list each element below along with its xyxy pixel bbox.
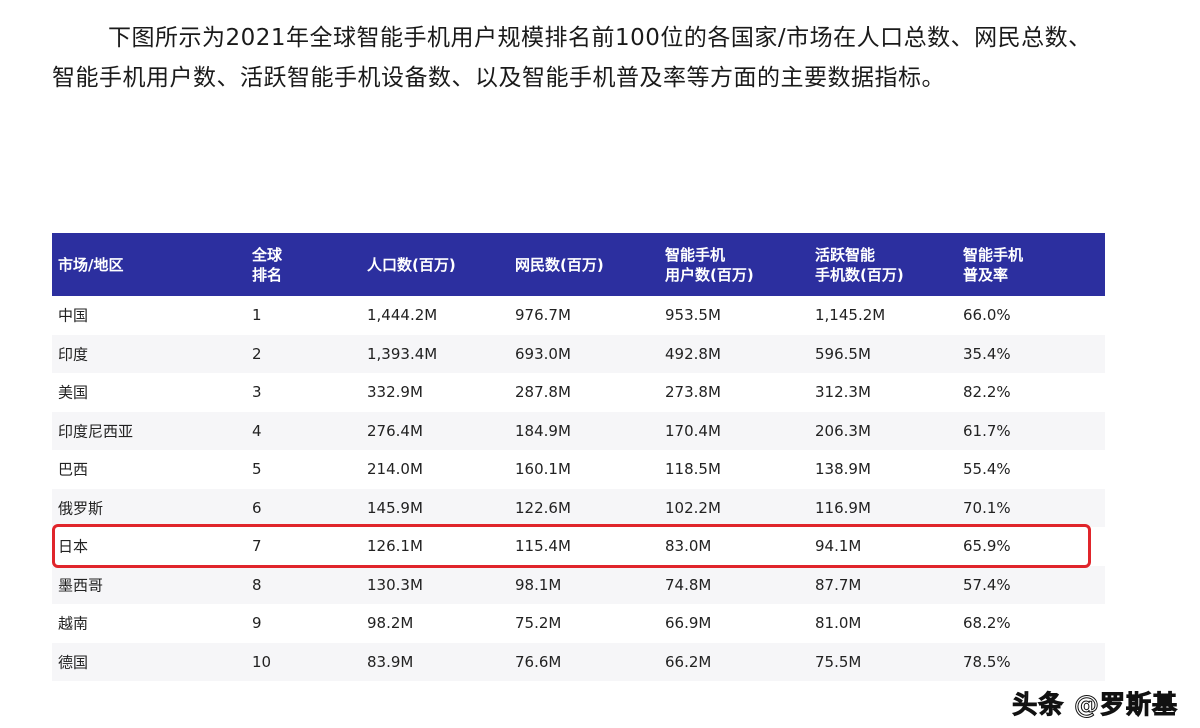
table-cell: 953.5M (665, 306, 721, 325)
table-cell: 2 (252, 344, 262, 363)
table-header: 市场/地区 全球 排名 人口数(百万) 网民数(百万) 智能手机 用户数(百万) 活跃智能… (52, 233, 1105, 296)
highlight-box-japan (52, 524, 1091, 568)
table-cell: 7 (252, 537, 262, 556)
table-cell: 312.3M (815, 383, 871, 402)
table-cell: 5 (252, 460, 262, 479)
table-row: 印度尼西亚 4 276.4M 184.9M 170.4M 206.3M 61.7% (52, 411, 1105, 450)
table-cell: 492.8M (665, 344, 721, 363)
column-header: 市场/地区 (58, 256, 124, 274)
table-row: 越南 9 98.2M 75.2M 66.9M 81.0M 68.2% (52, 604, 1105, 643)
table-cell: 273.8M (665, 383, 721, 402)
table-cell: 130.3M (367, 575, 423, 594)
table-cell: 138.9M (815, 460, 871, 479)
watermark: 头条 @罗斯基 (1012, 690, 1178, 720)
table-cell: 9 (252, 614, 262, 633)
table-body: 中国 1 1,444.2M 976.7M 953.5M 1,145.2M 66.0% 印度 2 1… (52, 296, 1105, 681)
table-cell: 68.2% (963, 614, 1011, 633)
table-row: 墨西哥 8 130.3M 98.1M 74.8M 87.7M 57.4% (52, 565, 1105, 604)
smartphone-users-table: 市场/地区 全球 排名 人口数(百万) 网民数(百万) 智能手机 用户数(百万) 活跃智能… (52, 233, 1105, 681)
table-cell: 115.4M (515, 537, 571, 556)
table-cell: 66.9M (665, 614, 712, 633)
table-cell: 693.0M (515, 344, 571, 363)
column-header: 活跃智能 手机数(百万) (815, 246, 904, 284)
table-row: 印度 2 1,393.4M 693.0M 492.8M 596.5M 35.4% (52, 334, 1105, 373)
table-cell: 55.4% (963, 460, 1011, 479)
table-cell: 65.9% (963, 537, 1011, 556)
table-cell: 70.1% (963, 498, 1011, 517)
table-cell: 102.2M (665, 498, 721, 517)
column-header: 智能手机 用户数(百万) (665, 246, 754, 284)
table-cell: 10 (252, 652, 272, 671)
table-cell: 98.2M (367, 614, 414, 633)
table-cell: 126.1M (367, 537, 423, 556)
table-cell: 美国 (58, 383, 89, 402)
table-cell: 976.7M (515, 306, 571, 325)
column-header: 人口数(百万) (367, 256, 456, 274)
table-cell: 35.4% (963, 344, 1011, 363)
column-header: 网民数(百万) (515, 256, 604, 274)
table-cell: 61.7% (963, 421, 1011, 440)
table-cell: 巴西 (58, 460, 89, 479)
table-cell: 66.0% (963, 306, 1011, 325)
table-cell: 82.2% (963, 383, 1011, 402)
table-cell: 98.1M (515, 575, 562, 594)
table-cell: 122.6M (515, 498, 571, 517)
table-cell: 214.0M (367, 460, 423, 479)
table-cell: 94.1M (815, 537, 862, 556)
table-cell: 145.9M (367, 498, 423, 517)
table-cell: 276.4M (367, 421, 423, 440)
table-cell: 墨西哥 (58, 576, 104, 595)
intro-paragraph: 下图所示为2021年全球智能手机用户规模排名前100位的各国家/市场在人口总数、… (52, 25, 1092, 91)
table-cell: 越南 (58, 614, 89, 633)
table-cell: 印度尼西亚 (58, 422, 134, 441)
table-cell: 116.9M (815, 498, 871, 517)
table-cell: 170.4M (665, 421, 721, 440)
column-header: 全球 排名 (252, 246, 283, 284)
table-row: 德国 10 83.9M 76.6M 66.2M 75.5M 78.5% (52, 642, 1105, 681)
table-cell: 206.3M (815, 421, 871, 440)
table-cell: 83.0M (665, 537, 712, 556)
table-cell: 1,145.2M (815, 306, 886, 325)
table-cell: 日本 (58, 537, 89, 556)
table-cell: 184.9M (515, 421, 571, 440)
table-row: 俄罗斯 6 145.9M 122.6M 102.2M 116.9M 70.1% (52, 488, 1105, 527)
table-cell: 德国 (58, 653, 89, 672)
table-cell: 印度 (58, 345, 89, 364)
table-row: 美国 3 332.9M 287.8M 273.8M 312.3M 82.2% (52, 373, 1105, 412)
table-cell: 76.6M (515, 652, 562, 671)
table-row: 日本 7 126.1M 115.4M 83.0M 94.1M 65.9% (52, 527, 1105, 566)
table-cell: 4 (252, 421, 262, 440)
table-cell: 287.8M (515, 383, 571, 402)
table-cell: 75.2M (515, 614, 562, 633)
table-cell: 160.1M (515, 460, 571, 479)
table-cell: 3 (252, 383, 262, 402)
table-cell: 66.2M (665, 652, 712, 671)
table-cell: 118.5M (665, 460, 721, 479)
table-cell: 1 (252, 306, 262, 325)
table-cell: 中国 (58, 306, 89, 325)
table-cell: 1,444.2M (367, 306, 438, 325)
table-cell: 8 (252, 575, 262, 594)
table-cell: 74.8M (665, 575, 712, 594)
table-cell: 332.9M (367, 383, 423, 402)
table-cell: 81.0M (815, 614, 862, 633)
table-cell: 83.9M (367, 652, 414, 671)
table-cell: 6 (252, 498, 262, 517)
table-cell: 87.7M (815, 575, 862, 594)
table-cell: 596.5M (815, 344, 871, 363)
table-cell: 俄罗斯 (58, 499, 104, 518)
table-row: 巴西 5 214.0M 160.1M 118.5M 138.9M 55.4% (52, 450, 1105, 489)
table-cell: 57.4% (963, 575, 1011, 594)
table-row: 中国 1 1,444.2M 976.7M 953.5M 1,145.2M 66.0% (52, 296, 1105, 335)
table-cell: 75.5M (815, 652, 862, 671)
table-cell: 1,393.4M (367, 344, 438, 363)
table-cell: 78.5% (963, 652, 1011, 671)
column-header: 智能手机 普及率 (963, 246, 1024, 284)
